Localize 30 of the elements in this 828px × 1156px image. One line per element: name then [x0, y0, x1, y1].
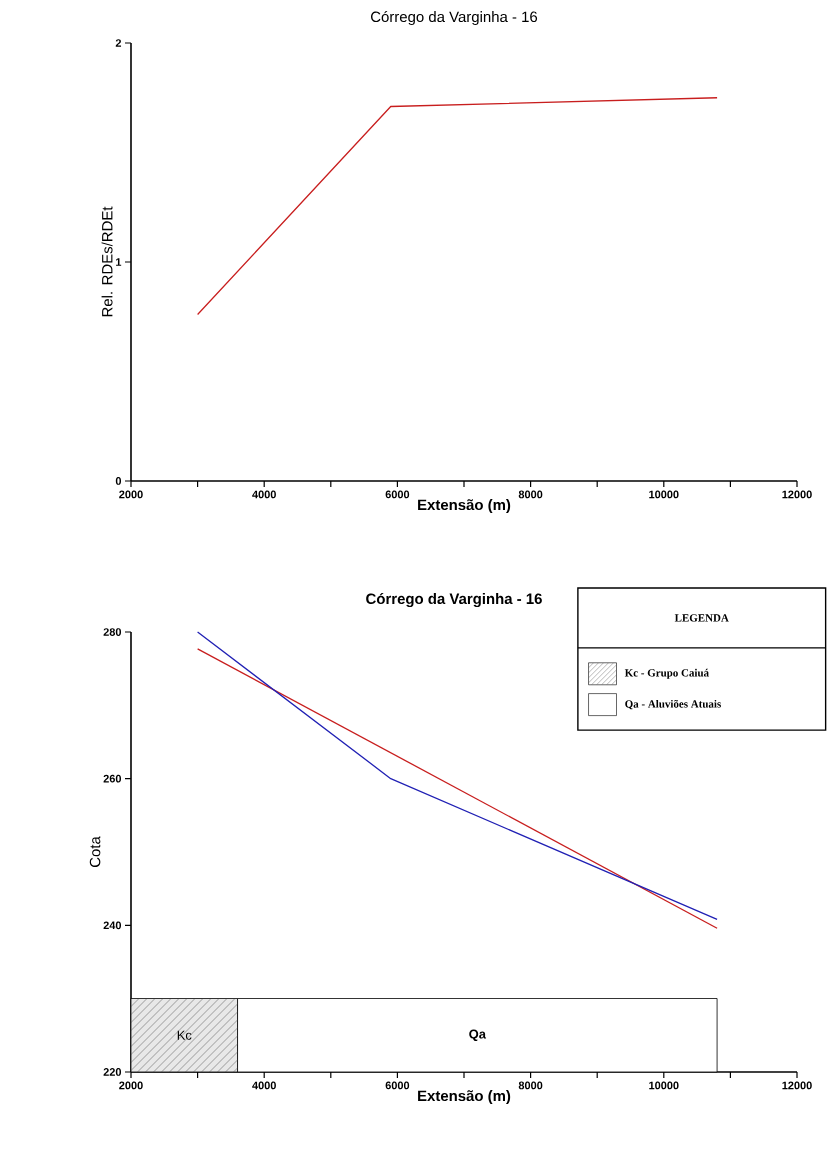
legend-title: LEGENDA: [674, 614, 729, 622]
y-tick-label: 260: [103, 774, 122, 783]
y-axis-title: Rel. RDEs/RDEt: [101, 206, 113, 317]
x-tick-label: 8000: [518, 490, 543, 499]
x-axis-title: Extensão (m): [418, 499, 511, 514]
y-axis-title: Cota: [89, 836, 101, 868]
y-tick-label: 240: [103, 921, 122, 930]
x-tick-label: 8000: [518, 1081, 543, 1090]
x-tick-label: 12000: [782, 1081, 812, 1090]
x-tick-label: 4000: [252, 490, 276, 499]
annotation: Qa - Aluviões Atuais: [625, 699, 721, 710]
x-tick-label: 10000: [649, 1081, 679, 1090]
y-tick-label: 1: [116, 258, 122, 266]
y-tick-label: 220: [103, 1068, 122, 1076]
x-tick-label: 4000: [252, 1081, 276, 1090]
x-tick-label: 6000: [385, 1081, 410, 1090]
y-tick-label: 2: [115, 39, 122, 47]
chart-title: Córrego da Varginha - 16: [371, 10, 538, 26]
x-tick-label: 2000: [119, 490, 143, 499]
annotation: Kc - Grupo Caiuá: [624, 668, 709, 679]
x-tick-label: 12000: [782, 490, 812, 499]
band-label: Qa: [469, 1029, 487, 1042]
x-tick-label: 6000: [385, 490, 410, 499]
y-tick-label: 0: [115, 477, 122, 485]
x-tick-label: 10000: [649, 490, 679, 499]
x-axis-title: Extensão (m): [418, 1090, 511, 1105]
chart-title: Córrego da Varginha - 16: [366, 592, 542, 608]
band-label: Kc: [177, 1030, 192, 1040]
x-tick-label: 2000: [119, 1081, 143, 1090]
y-tick-label: 280: [103, 628, 122, 636]
